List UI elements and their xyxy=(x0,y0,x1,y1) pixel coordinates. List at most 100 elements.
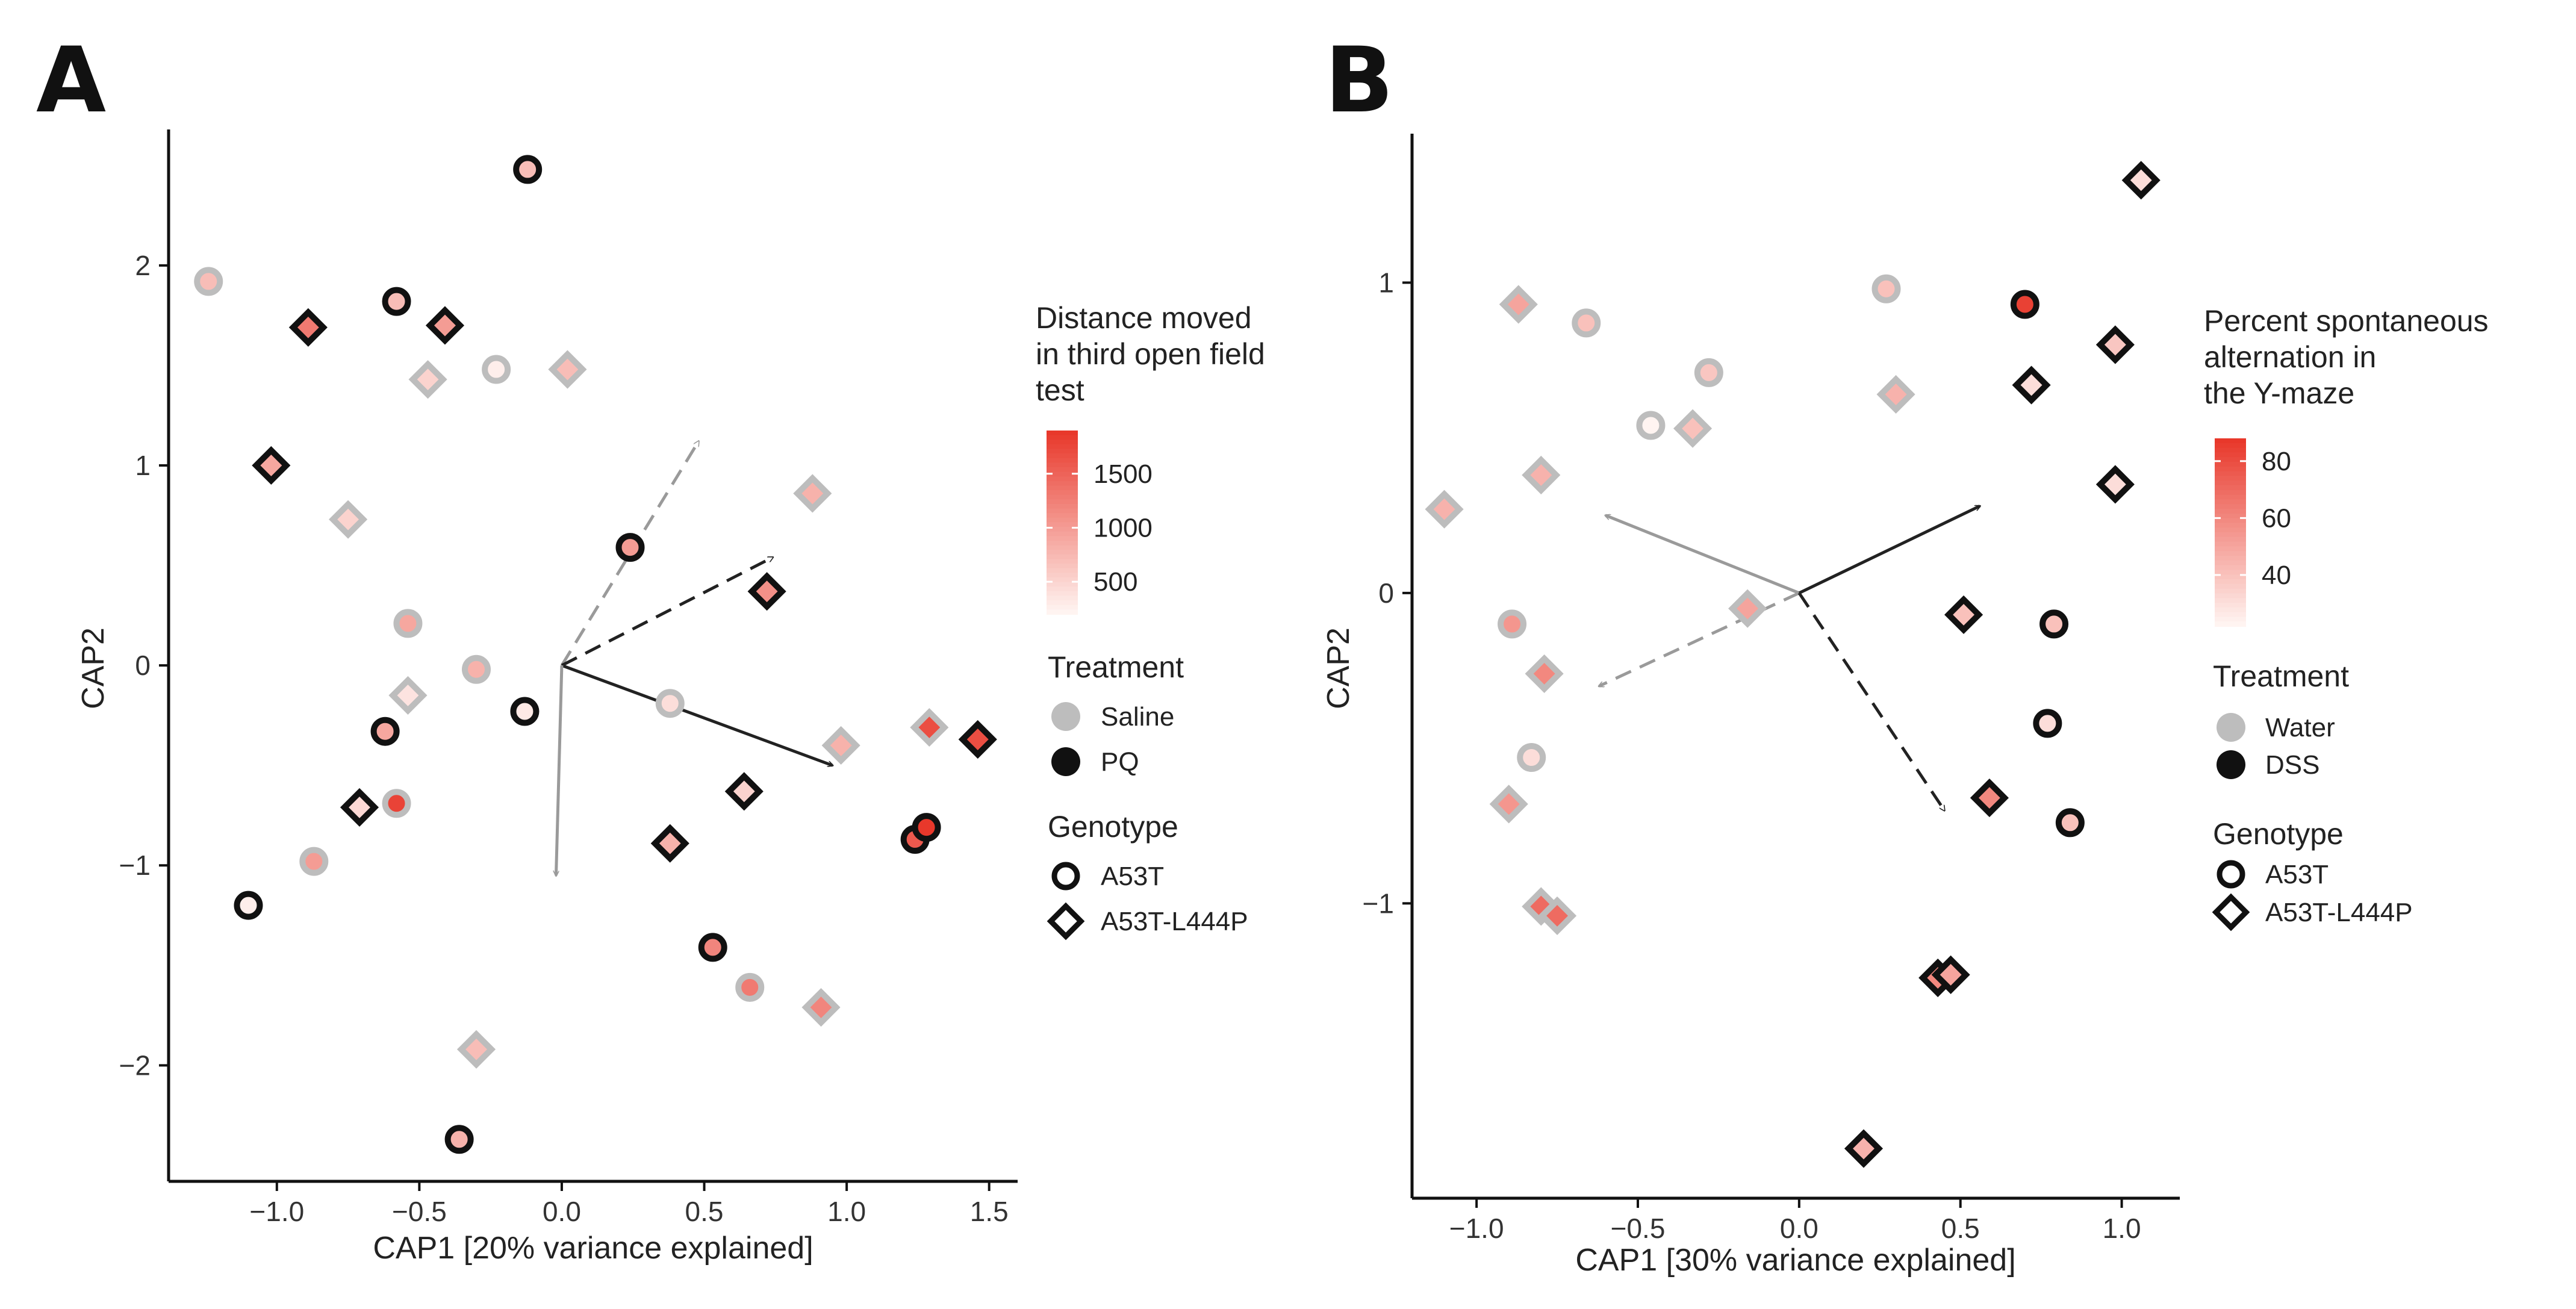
panel-b-colorbar-segment xyxy=(2215,560,2246,566)
panel-b-colorbar-segment xyxy=(2215,504,2246,509)
panel-b-colorbar-tick-label: 60 xyxy=(2262,503,2291,533)
panel-a-point-a53t xyxy=(698,933,727,962)
panel-a-color-legend-title-1: Distance moved xyxy=(1036,301,1252,335)
panel-b-colorbar-segment xyxy=(2215,598,2246,603)
panel-b-colorbar-segment xyxy=(2215,612,2246,618)
panel-a-colorbar-segment xyxy=(1047,536,1078,541)
panel-b-color-legend: Percent spontaneous alternation in the Y… xyxy=(2204,304,2489,627)
panel-b-point-a53t-l444p xyxy=(1876,375,1915,414)
panel-a-colorbar-segment xyxy=(1047,582,1078,588)
panel-a-point-a53t-l444p xyxy=(821,726,860,765)
panel-a-point-a53t xyxy=(735,972,765,1002)
panel-b-colorbar-segment xyxy=(2215,462,2246,467)
panel-a-colorbar-segment xyxy=(1047,522,1078,528)
panel-a-x-tick-label: 1.0 xyxy=(827,1196,866,1227)
panel-a-genotype-legend-title: Genotype xyxy=(1048,810,1178,844)
panel-a-colorbar-segment xyxy=(1047,531,1078,537)
panel-a-colorbar-segment xyxy=(1047,504,1078,509)
panel-a-treatment-legend-title: Treatment xyxy=(1048,650,1184,684)
panel-a-colorbar-segment xyxy=(1047,508,1078,514)
panel-a-colorbar-segment xyxy=(1047,471,1078,477)
panel-b-x-tick-label: −1.0 xyxy=(1449,1213,1504,1244)
panel-a-legend-key-saline xyxy=(1051,702,1080,731)
panel-a-color-legend-title-3: test xyxy=(1036,373,1084,407)
panel-a-point-a53t-l444p xyxy=(958,720,997,759)
panel-a-point-a53t-l444p xyxy=(747,572,786,611)
panel-b-color-legend-title-1: Percent spontaneous xyxy=(2204,304,2489,338)
panel-b-point-a53t xyxy=(2039,609,2069,639)
panel-b-color-legend-title-3: the Y-maze xyxy=(2204,376,2354,410)
panel-b-legend-key-dss xyxy=(2217,750,2245,779)
panel-b-y-tick-label: −1 xyxy=(1363,888,1394,919)
panel-b-point-a53t-l444p xyxy=(1525,654,1564,693)
panel-b-legend-key-water xyxy=(2217,713,2245,742)
panel-a-y-tick-label: 1 xyxy=(135,450,151,481)
panel-a-legend-key-a53t-l444p xyxy=(1047,902,1085,941)
panel-b-point-a53t xyxy=(1636,411,1666,440)
panel-b-legend-key-a53t-l444p xyxy=(2212,893,2250,931)
panel-b-colorbar-segment xyxy=(2215,574,2246,580)
panel-a-colorbar-tick-label: 500 xyxy=(1094,567,1137,597)
panel-a-legend-key-pq xyxy=(1051,747,1080,776)
panel-b-colorbar-segment xyxy=(2215,494,2246,500)
panel-a-point-a53t xyxy=(615,533,645,562)
panel-b-plot: −1.0 −0.5 0.0 0.5 1.0 −1 0 1 xyxy=(1363,161,2161,1244)
panel-a-colorbar-segment xyxy=(1047,573,1078,578)
panel-b-legend-label-dss: DSS xyxy=(2265,750,2319,780)
panel-b-colorbar: 40 60 80 xyxy=(2215,438,2291,627)
panel-a-x-axis-label: CAP1 [20% variance explained] xyxy=(373,1231,813,1266)
panel-a-colorbar-segment xyxy=(1047,476,1078,482)
panel-b-point-a53t-l444p xyxy=(1673,409,1713,448)
panel-a-point-a53t xyxy=(393,609,423,638)
panel-b-point-a53t-l444p xyxy=(2095,465,2135,504)
panel-b-point-a53t-l444p xyxy=(1970,778,2009,818)
panel-a-colorbar-tick-label: 1000 xyxy=(1094,513,1153,543)
panel-a-label: A xyxy=(36,28,106,133)
panel-a-colorbar-segment xyxy=(1047,600,1078,606)
panel-b-x-tick-label: 0.0 xyxy=(1780,1213,1818,1244)
panel-b-legend-label-a53t-l444p: A53T-L444P xyxy=(2265,898,2413,927)
panel-b-y-tick-label: 0 xyxy=(1378,577,1394,609)
panel-b-point-a53t xyxy=(2055,808,2085,838)
panel-b-legend-label-water: Water xyxy=(2265,713,2335,742)
panel-a-biplot-arrow xyxy=(561,556,773,667)
panel-b-point-a53t-l444p xyxy=(2095,325,2135,364)
panel-a-colorbar-segment xyxy=(1047,431,1078,436)
panel-a-colorbar-segment xyxy=(1047,577,1078,583)
panel-a-point-a53t-l444p xyxy=(456,1030,496,1069)
panel-a-colorbar-segment xyxy=(1047,444,1078,450)
panel-a-point-a53t-l444p xyxy=(288,308,328,347)
panel-b-point-a53t xyxy=(1694,358,1723,387)
panel-b-colorbar-segment xyxy=(2215,513,2246,519)
panel-b-biplot-arrow xyxy=(1605,515,1800,595)
panel-b-colorbar-segment xyxy=(2215,583,2246,589)
panel-a-point-a53t-l444p xyxy=(650,824,689,863)
panel-b-color-legend-title-2: alternation in xyxy=(2204,340,2376,374)
panel-b-colorbar-segment xyxy=(2215,485,2246,491)
panel-b-label: B xyxy=(1325,28,1393,133)
panel-b-point-a53t xyxy=(1498,609,1527,639)
panel-b-genotype-legend-title: Genotype xyxy=(2213,817,2344,851)
panel-a-colorbar-segment xyxy=(1047,527,1078,532)
panel-b-x-tick-label: −0.5 xyxy=(1611,1213,1666,1244)
panel-b-point-a53t-l444p xyxy=(1728,589,1767,628)
panel-b-point-a53t-l444p xyxy=(1425,490,1464,529)
panel-b-point-a53t-l444p xyxy=(1499,285,1538,324)
panel-b-colorbar-segment xyxy=(2215,536,2246,543)
panel-b-point-a53t-l444p xyxy=(1944,595,1983,635)
panel-a-colorbar-segment xyxy=(1047,591,1078,597)
panel-a-treatment-legend: Treatment Saline PQ xyxy=(1048,650,1184,777)
panel-b-colorbar-segment xyxy=(2215,457,2246,462)
panel-a-colorbar-segment xyxy=(1047,554,1078,560)
panel-b-colorbar-segment xyxy=(2215,447,2246,453)
panel-a-x-tick-label: 0.5 xyxy=(685,1196,724,1227)
panel-b-colorbar-segment xyxy=(2215,603,2246,608)
panel-b-colorbar-segment xyxy=(2215,565,2246,571)
panel-a-legend-key-a53t xyxy=(1051,862,1080,891)
panel-b-colorbar-segment xyxy=(2215,588,2246,594)
panel-a-point-a53t xyxy=(382,287,411,316)
panel-a-colorbar-segment xyxy=(1047,485,1078,491)
panel-a-point-a53t xyxy=(382,789,411,818)
panel-a-colorbar-segment xyxy=(1047,490,1078,496)
panel-a-point-a53t xyxy=(299,847,329,876)
